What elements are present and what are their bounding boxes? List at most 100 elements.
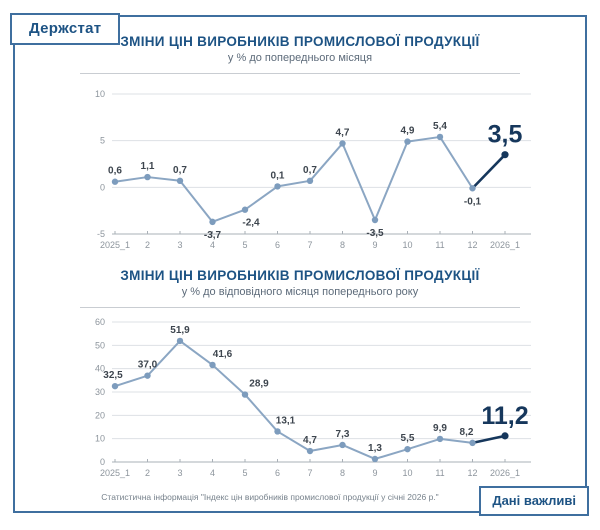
value-label: 51,9 [170, 325, 190, 336]
y-tick-label: 20 [95, 410, 105, 420]
series-segment [374, 140, 409, 221]
y-tick-label: 0 [100, 182, 105, 192]
value-label: 0,7 [303, 165, 317, 176]
series-segment [439, 135, 474, 190]
value-label: -3,5 [366, 228, 384, 239]
value-label: 0,7 [173, 165, 187, 176]
value-label: 32,5 [103, 370, 123, 381]
chart-subtitle-monthly: у % до попереднього місяця [227, 52, 373, 64]
x-tick-label: 2025_1 [100, 240, 130, 250]
series-segment [179, 179, 214, 223]
series-segment [471, 153, 507, 190]
x-tick-label: 6 [275, 468, 280, 478]
series-segment [211, 208, 246, 223]
x-tick-label: 12 [467, 468, 477, 478]
yearly-chart-section: ЗМІНИ ЦІН ВИРОБНИКІВ ПРОМИСЛОВОЇ ПРОДУКЦ… [40, 268, 560, 308]
x-tick-label: 6 [275, 240, 280, 250]
data-point [111, 382, 119, 390]
highlight-value-label: 11,2 [481, 402, 528, 430]
x-tick-label: 5 [242, 240, 247, 250]
x-tick-label: 12 [467, 240, 477, 250]
series-segment [341, 443, 376, 460]
data-point [306, 177, 314, 184]
series-segment [276, 430, 311, 453]
value-label: 1,1 [141, 161, 155, 172]
series-segment [374, 448, 409, 460]
data-point [371, 216, 379, 224]
data-point [241, 391, 249, 398]
x-tick-label: 8 [340, 468, 345, 478]
y-tick-label: -5 [97, 229, 105, 239]
data-point [274, 183, 281, 190]
series-segment [114, 374, 149, 388]
x-tick-label: 5 [242, 468, 247, 478]
value-label: 1,3 [368, 443, 382, 454]
y-tick-label: 60 [95, 317, 105, 327]
x-tick-label: 8 [340, 240, 345, 250]
series-segment [309, 142, 344, 182]
data-point [404, 138, 411, 145]
highlight-value-label: 3,5 [488, 121, 523, 149]
x-tick-label: 11 [435, 468, 444, 478]
value-label: 37,0 [138, 360, 158, 371]
x-tick-label: 2 [145, 240, 150, 250]
data-point [176, 337, 184, 345]
value-label: 0,1 [271, 170, 285, 181]
x-tick-label: 2026_1 [490, 240, 520, 250]
data-point [111, 178, 119, 185]
data-important-badge: Дані важливі [479, 486, 589, 516]
data-point [209, 218, 216, 226]
series-segment [146, 176, 181, 182]
series-segment [114, 176, 149, 183]
series-segment [211, 363, 246, 396]
data-point [241, 206, 249, 213]
y-tick-label: 50 [95, 340, 105, 350]
x-tick-label: 2025_1 [100, 468, 130, 478]
series-segment [309, 443, 344, 453]
y-tick-label: 10 [95, 89, 105, 99]
x-tick-label: 9 [372, 468, 377, 478]
data-point [306, 447, 314, 455]
series-segment [276, 179, 311, 188]
value-label: 7,3 [336, 429, 350, 440]
data-point [339, 140, 346, 147]
value-label: 4,9 [401, 126, 415, 137]
series-segment [244, 185, 279, 211]
x-tick-label: 2026_1 [490, 468, 520, 478]
chart-title-yearly: ЗМІНИ ЦІН ВИРОБНИКІВ ПРОМИСЛОВОЇ ПРОДУКЦ… [120, 268, 480, 283]
x-tick-label: 7 [307, 468, 312, 478]
data-point [501, 432, 509, 440]
chart-subtitle-yearly: у % до відповідного місяця попереднього … [181, 286, 419, 298]
source-footnote: Статистична інформація "Індекс цін вироб… [101, 492, 439, 502]
series-segment [406, 437, 441, 451]
x-tick-label: 3 [177, 468, 182, 478]
data-point [436, 133, 444, 141]
chart-title-monthly: ЗМІНИ ЦІН ВИРОБНИКІВ ПРОМИСЛОВОЇ ПРОДУКЦ… [120, 34, 480, 49]
value-label: -2,4 [242, 218, 260, 229]
value-label: 5,4 [433, 121, 447, 132]
monthly-change-line-chart: 10 5 0 -5 2025_1 2 3 4 5 6 7 8 9 10 11 12 2026_1 0,6 1,1 0,… [65, 84, 585, 261]
data-point [176, 177, 184, 184]
series-segment [179, 339, 214, 366]
x-tick-label: 10 [402, 468, 412, 478]
value-label: 4,7 [303, 435, 317, 446]
badge-text: Дані важливі [492, 493, 576, 508]
frame-border [13, 15, 587, 513]
series-segment [406, 135, 441, 143]
x-tick-label: 7 [307, 240, 312, 250]
data-point [339, 441, 346, 449]
series-segment [146, 339, 181, 377]
value-label: 41,6 [213, 349, 233, 360]
x-tick-label: 4 [210, 468, 215, 478]
x-tick-label: 3 [177, 240, 182, 250]
data-point [144, 372, 151, 379]
data-point [144, 173, 151, 181]
yearly-change-line-chart: 60 50 40 30 20 10 0 2025_1 2 3 4 5 6 7 8 9 10 11 12 2026_1 3… [65, 312, 585, 489]
section-divider [80, 73, 520, 74]
data-point [371, 455, 379, 463]
data-point [436, 435, 444, 443]
value-label: 5,5 [401, 433, 415, 444]
logo-text: Держстат [29, 20, 102, 37]
